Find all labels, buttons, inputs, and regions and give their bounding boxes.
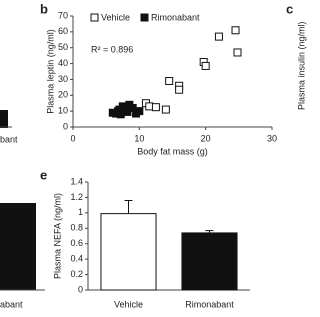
legend-label: Rimonabant — [151, 12, 200, 22]
y-axis-label: Plasma leptin (ng/ml) — [45, 29, 55, 114]
y-tick-label: 50 — [58, 42, 68, 52]
point — [165, 77, 174, 86]
y-axis-label: Plasma NEFA (ng/ml) — [52, 193, 62, 279]
fragment-bar — [0, 110, 8, 128]
x-tick-label: 20 — [201, 133, 211, 143]
y-tick-label: 10 — [58, 106, 68, 116]
y-tick-label: 1 — [78, 207, 83, 217]
point — [151, 103, 160, 112]
x-axis-label: Body fat mass (g) — [137, 146, 208, 156]
y-tick-label: 0.2 — [70, 269, 83, 279]
legend-swatch — [140, 13, 149, 22]
point — [175, 85, 184, 94]
y-tick-label: 0 — [78, 284, 83, 294]
point — [123, 107, 132, 116]
y-tick-label: 0.4 — [70, 254, 83, 264]
x-tick-label: 30 — [267, 133, 277, 143]
fragment-bar — [0, 203, 36, 290]
y-tick-label: 0.8 — [70, 223, 83, 233]
point — [135, 107, 144, 116]
panel-label: b — [40, 1, 48, 16]
bar — [181, 232, 238, 291]
fragment-label: bant — [0, 134, 18, 144]
y-tick-label: 20 — [58, 90, 68, 100]
x-tick-label: Rimonabant — [185, 299, 234, 309]
y-tick-label: 1.2 — [70, 192, 83, 202]
point — [201, 61, 210, 70]
point — [161, 105, 170, 114]
y-tick-label: 60 — [58, 26, 68, 36]
point — [231, 26, 240, 35]
fragment-label: abant — [0, 299, 23, 309]
y-tick-label: 70 — [58, 10, 68, 20]
bar — [100, 213, 157, 291]
point — [233, 48, 242, 57]
panel-label: c — [286, 1, 293, 16]
panel-label: e — [40, 167, 47, 182]
y-tick-label: 40 — [58, 58, 68, 68]
y-tick-label: 1.4 — [70, 176, 83, 186]
point — [214, 32, 223, 41]
y-tick-label: 30 — [58, 74, 68, 84]
point — [114, 107, 123, 116]
x-tick-label: 10 — [134, 133, 144, 143]
y-tick-label: 0 — [63, 121, 68, 131]
y-tick-label: 0.6 — [70, 238, 83, 248]
axis-label: Plasma insulin (ng/ml) — [296, 21, 306, 110]
point — [145, 102, 154, 111]
x-tick-label: Vehicle — [114, 299, 143, 309]
legend-label: Vehicle — [101, 12, 130, 22]
annotation: R² = 0.896 — [91, 44, 133, 54]
x-tick-label: 0 — [70, 133, 75, 143]
legend-swatch — [90, 13, 99, 22]
